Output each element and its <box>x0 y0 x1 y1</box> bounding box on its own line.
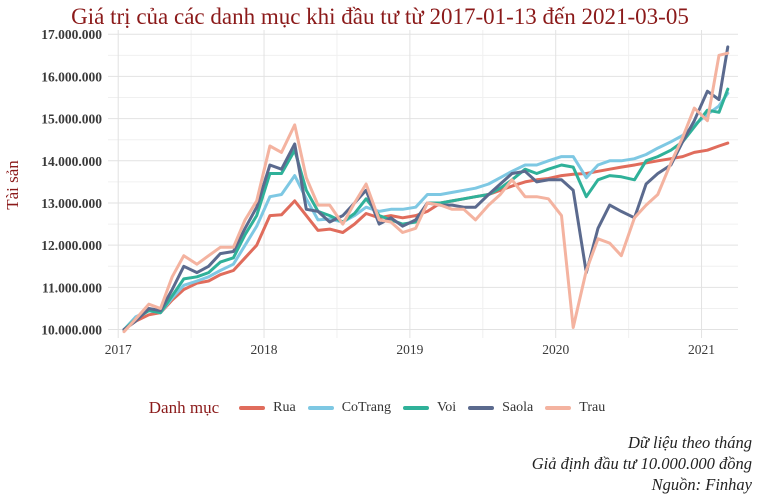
major-grid <box>108 30 738 338</box>
legend-label: Saola <box>502 400 534 415</box>
x-tick-label: 2019 <box>396 342 423 357</box>
legend-title: Danh mục <box>148 398 220 417</box>
legend-item-rua: Rua <box>239 400 296 416</box>
legend-item-trau: Trau <box>545 400 605 416</box>
legend: Danh mục Rua CoTrang Voi Saola Trau <box>0 398 760 418</box>
caption: Dữ liệu theo tháng Giả định đầu tư 10.00… <box>532 432 752 495</box>
y-tick-label: 13.000.000 <box>41 196 102 211</box>
caption-source: Nguồn: Finhay <box>651 475 752 494</box>
caption-frequency: Dữ liệu theo tháng <box>627 433 752 452</box>
y-axis-label: Tài sản <box>3 160 22 210</box>
legend-label: Rua <box>273 400 296 415</box>
y-tick-label: 12.000.000 <box>41 238 102 253</box>
y-axis-ticks: 10.000.000 11.000.000 12.000.000 13.000.000… <box>41 27 102 337</box>
y-tick-label: 17.000.000 <box>41 27 102 42</box>
caption-assumption: Giả định đầu tư 10.000.000 đồng <box>531 454 752 473</box>
y-tick-label: 14.000.000 <box>41 154 102 169</box>
series-line-cotrang <box>122 91 730 332</box>
legend-swatch <box>307 406 334 410</box>
legend-item-saola: Saola <box>468 400 533 416</box>
x-tick-label: 2018 <box>251 342 278 357</box>
legend-item-voi: Voi <box>402 400 457 416</box>
legend-swatch <box>402 406 429 410</box>
legend-label: CoTrang <box>341 400 391 415</box>
legend-label: Trau <box>579 400 606 415</box>
legend-swatch <box>545 406 572 410</box>
line-chart: 10.000.000 11.000.000 12.000.000 13.000.000… <box>3 27 738 357</box>
y-tick-label: 15.000.000 <box>41 112 102 127</box>
x-tick-label: 2017 <box>105 342 132 357</box>
chart-title: Giá trị của các danh mục khi đầu tư từ 2… <box>71 4 689 29</box>
series-line-rua <box>122 141 730 332</box>
legend-swatch <box>468 406 495 410</box>
x-tick-label: 2021 <box>688 342 715 357</box>
legend-item-cotrang: CoTrang <box>307 400 391 416</box>
legend-label: Voi <box>436 400 457 415</box>
series-lines <box>122 45 730 334</box>
y-tick-label: 16.000.000 <box>41 69 102 84</box>
x-axis-ticks: 2017 2018 2019 2020 2021 <box>105 342 715 357</box>
y-tick-label: 10.000.000 <box>41 323 102 338</box>
y-tick-label: 11.000.000 <box>42 280 102 295</box>
minor-grid <box>108 30 738 338</box>
legend-swatch <box>239 406 266 410</box>
series-line-trau <box>122 51 730 334</box>
x-tick-label: 2020 <box>542 342 569 357</box>
